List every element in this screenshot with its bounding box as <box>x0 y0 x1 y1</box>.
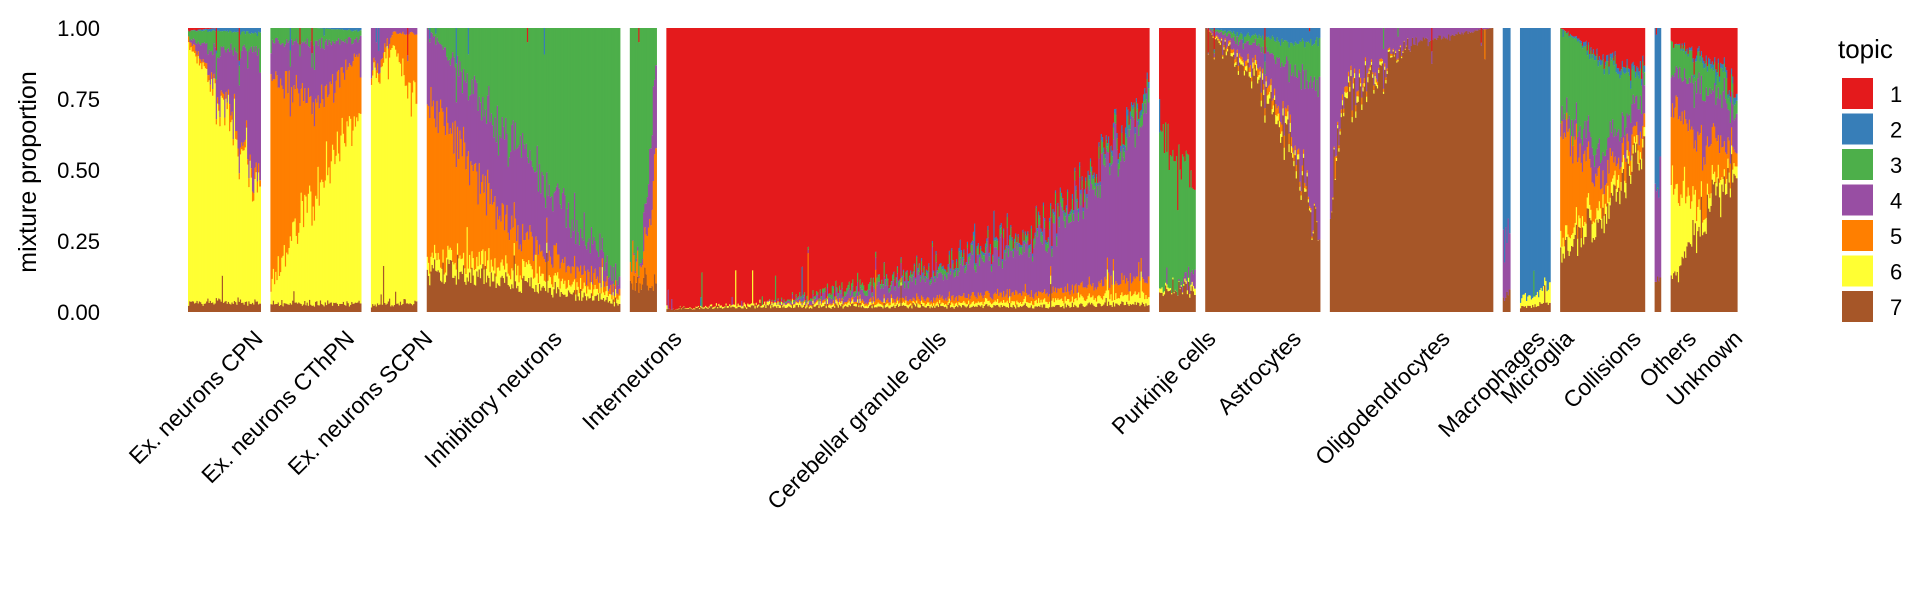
segment-topic-6 <box>619 296 621 304</box>
segment-topic-4 <box>655 65 657 148</box>
cluster-ex-neurons-cthpn <box>270 28 361 312</box>
cluster-interneurons <box>630 28 657 312</box>
segment-topic-3 <box>1148 88 1150 102</box>
segment-topic-3 <box>259 32 261 72</box>
segment-topic-5 <box>360 77 362 113</box>
segment-topic-4 <box>360 36 362 78</box>
segment-topic-4 <box>1319 77 1321 240</box>
segment-topic-5 <box>416 34 418 103</box>
segment-topic-4 <box>416 28 418 34</box>
segment-topic-4 <box>259 73 261 181</box>
segment-topic-6 <box>1148 297 1150 305</box>
segment-topic-3 <box>655 28 657 65</box>
cluster-purkinje-cells <box>1159 28 1196 312</box>
segment-topic-6 <box>259 187 261 304</box>
segment-topic-6 <box>416 104 418 301</box>
segment-topic-4 <box>1194 270 1196 289</box>
cluster-astrocytes <box>1205 28 1320 312</box>
segment-topic-2 <box>1319 28 1321 38</box>
segment-topic-5 <box>619 289 621 296</box>
segment-topic-7 <box>619 304 621 312</box>
segment-topic-7 <box>259 304 261 312</box>
segment-topic-3 <box>1319 38 1321 77</box>
segment-topic-3 <box>360 30 362 36</box>
segment-topic-4 <box>1148 103 1150 277</box>
segment-topic-4 <box>619 276 621 288</box>
segment-topic-1 <box>1148 28 1150 82</box>
segment-topic-3 <box>1194 190 1196 270</box>
segment-topic-7 <box>655 284 657 312</box>
segment-topic-2 <box>360 28 362 30</box>
cluster-oligodendrocytes <box>1330 28 1494 312</box>
cluster-ex-neurons-cpn <box>188 28 261 312</box>
segment-topic-7 <box>1194 295 1196 312</box>
segment-topic-6 <box>360 114 362 303</box>
segment-topic-7 <box>360 303 362 312</box>
segment-topic-3 <box>619 28 621 276</box>
segment-topic-2 <box>259 28 261 32</box>
segment-topic-2 <box>1148 82 1150 88</box>
cluster-cerebellar-granule-cells <box>666 28 1149 312</box>
plot-area <box>188 28 1738 312</box>
segment-topic-5 <box>1148 276 1150 297</box>
segment-topic-7 <box>1319 239 1321 312</box>
segment-topic-5 <box>259 180 261 186</box>
cluster-inhibitory-neurons <box>427 28 621 312</box>
segment-topic-5 <box>655 148 657 283</box>
segment-topic-1 <box>1194 28 1196 190</box>
segment-topic-7 <box>416 301 418 312</box>
segment-topic-6 <box>1194 289 1196 295</box>
cluster-ex-neurons-scpn <box>371 28 417 312</box>
segment-topic-7 <box>1148 305 1150 312</box>
